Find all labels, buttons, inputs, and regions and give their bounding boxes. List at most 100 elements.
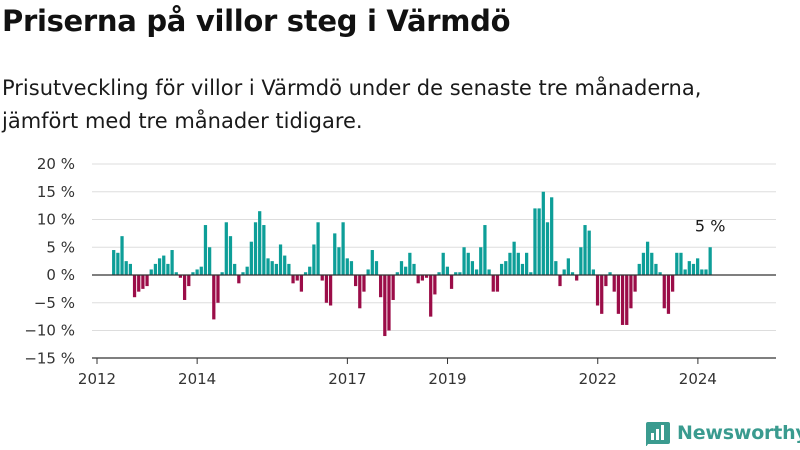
bar xyxy=(132,275,137,298)
bar xyxy=(704,269,708,275)
bar xyxy=(533,208,537,275)
bar xyxy=(545,222,550,275)
bar xyxy=(466,252,470,275)
bar xyxy=(550,197,554,275)
x-tick-label: 2019 xyxy=(428,370,466,388)
bar xyxy=(366,269,370,275)
bar xyxy=(662,275,666,309)
bar xyxy=(379,275,383,298)
bar xyxy=(137,275,141,292)
bar xyxy=(241,272,245,275)
bar xyxy=(333,233,337,276)
bar xyxy=(629,275,633,309)
bar xyxy=(416,275,420,284)
bar xyxy=(145,275,149,287)
x-tick-label: 2024 xyxy=(679,370,717,388)
bar xyxy=(291,275,295,284)
bar xyxy=(479,247,483,275)
bar xyxy=(616,275,621,314)
chart-title: Priserna på villor steg i Värmdö xyxy=(2,4,511,38)
bar xyxy=(203,225,208,275)
bar xyxy=(328,275,333,306)
bar xyxy=(600,275,604,314)
bar xyxy=(387,275,391,331)
bar xyxy=(504,261,508,276)
bar xyxy=(520,263,525,275)
bar xyxy=(274,263,278,275)
bar xyxy=(153,263,158,275)
newsworthy-logo: Newsworthy xyxy=(645,419,800,447)
bar xyxy=(508,252,512,275)
bar xyxy=(687,261,691,276)
bar xyxy=(575,275,579,281)
bar xyxy=(262,225,266,275)
bar xyxy=(141,275,145,289)
y-tick-label: −10 % xyxy=(24,322,75,340)
bar xyxy=(374,261,379,276)
bar xyxy=(349,261,354,276)
bar xyxy=(658,272,662,275)
bar xyxy=(625,275,629,325)
y-tick-label: 5 % xyxy=(46,238,75,256)
bar xyxy=(675,252,679,275)
bar xyxy=(474,269,479,275)
bar xyxy=(691,263,696,275)
bar xyxy=(182,275,187,300)
bar xyxy=(237,275,241,284)
bar xyxy=(683,269,687,275)
bar xyxy=(287,263,291,275)
bar xyxy=(604,275,608,287)
bar xyxy=(429,275,433,317)
bar xyxy=(178,275,183,278)
bar xyxy=(700,269,704,275)
y-tick-label: −15 % xyxy=(24,349,75,367)
bar xyxy=(445,266,450,275)
bar xyxy=(258,211,262,275)
bar xyxy=(228,236,233,275)
bar xyxy=(650,252,654,275)
bar xyxy=(212,275,216,320)
bar xyxy=(441,252,445,275)
bar xyxy=(324,275,329,303)
bar xyxy=(303,272,308,275)
bar xyxy=(170,250,174,275)
x-tick-label: 2014 xyxy=(178,370,216,388)
bar xyxy=(558,275,562,287)
bar xyxy=(566,258,570,275)
bar xyxy=(470,261,475,276)
bar xyxy=(620,275,625,325)
bar xyxy=(220,272,224,275)
bar xyxy=(245,266,249,275)
bar xyxy=(216,275,220,303)
bar xyxy=(383,275,387,337)
bar xyxy=(295,275,299,281)
bar xyxy=(116,252,120,275)
bar xyxy=(199,266,203,275)
bar xyxy=(299,275,304,292)
bar xyxy=(266,258,270,275)
bar xyxy=(433,275,437,295)
bar-chart-logo-icon xyxy=(646,422,670,446)
bar xyxy=(391,275,395,300)
bar xyxy=(499,263,504,275)
bar xyxy=(516,252,520,275)
bar xyxy=(308,266,312,275)
bar xyxy=(191,272,195,275)
bar xyxy=(612,275,616,292)
bar xyxy=(166,263,170,275)
bar xyxy=(708,247,712,275)
x-tick-label: 2012 xyxy=(78,370,116,388)
y-tick-label: 0 % xyxy=(46,266,75,284)
bar xyxy=(424,275,429,278)
chart-subtitle: Prisutveckling för villor i Värmdö under… xyxy=(2,76,702,133)
bar xyxy=(337,247,341,275)
bar xyxy=(162,255,166,275)
bar xyxy=(316,222,320,275)
bar xyxy=(458,272,462,275)
brand-name: Newsworthy xyxy=(677,422,800,444)
bar xyxy=(112,250,116,275)
y-tick-label: −5 % xyxy=(34,294,75,312)
bar xyxy=(587,230,591,275)
bar xyxy=(370,250,374,275)
